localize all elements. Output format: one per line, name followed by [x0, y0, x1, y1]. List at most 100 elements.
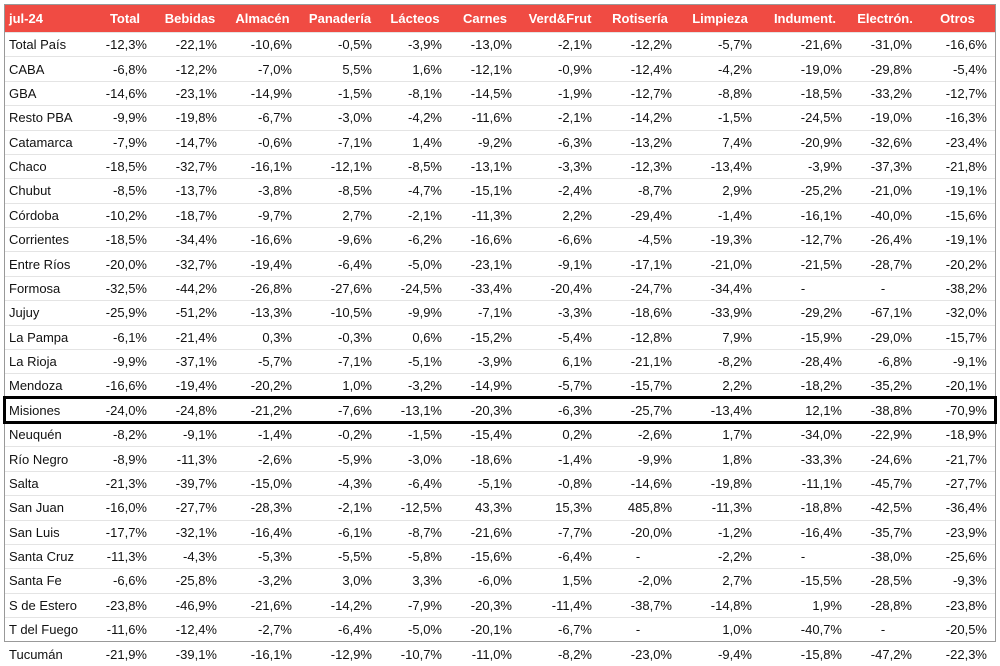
cell: -28,5%: [850, 568, 920, 594]
cell: -5,0%: [380, 616, 450, 642]
cell: -21,2%: [225, 397, 300, 423]
cell: -12,9%: [300, 641, 380, 666]
cell: -38,8%: [850, 397, 920, 423]
column-header: Carnes: [450, 5, 520, 33]
table-row: Jujuy -25,9% -51,2% -13,3% -10,5% -9,9% -7,1% -…: [5, 300, 995, 325]
row-label: Catamarca: [5, 129, 95, 155]
cell: -21,0%: [850, 178, 920, 204]
cell: -8,7%: [380, 519, 450, 545]
cell: -5,8%: [380, 543, 450, 569]
cell: -37,3%: [850, 153, 920, 179]
cell: -: [760, 543, 850, 569]
cell: -13,4%: [680, 397, 760, 423]
cell: -5,7%: [520, 373, 600, 399]
cell: -67,1%: [850, 300, 920, 325]
cell: 1,5%: [520, 568, 600, 594]
cell: -8,5%: [95, 178, 155, 204]
cell: -5,4%: [920, 56, 995, 82]
cell: 7,9%: [680, 324, 760, 350]
cell: -7,9%: [95, 129, 155, 155]
cell: -5,0%: [380, 251, 450, 277]
column-header: Almacén: [225, 5, 300, 33]
cell: -33,9%: [680, 300, 760, 325]
cell: -12,7%: [920, 80, 995, 106]
cell: -5,3%: [225, 543, 300, 569]
cell: -: [760, 275, 850, 301]
cell: -9,1%: [920, 348, 995, 374]
column-header: Lácteos: [380, 5, 450, 33]
cell: -15,2%: [450, 324, 520, 350]
table-container: jul-24 Total Bebidas Almacén Panadería Lácteo…: [5, 5, 995, 666]
row-label: Mendoza: [5, 373, 95, 399]
column-header: Electrón.: [850, 5, 920, 33]
row-label: La Pampa: [5, 324, 95, 350]
cell: -6,7%: [520, 616, 600, 642]
cell: -5,4%: [520, 324, 600, 350]
row-label: Chaco: [5, 153, 95, 179]
cell: -0,9%: [520, 56, 600, 82]
cell: -0,3%: [300, 324, 380, 350]
cell: -21,9%: [95, 641, 155, 666]
cell: -1,5%: [300, 80, 380, 106]
cell: -34,0%: [760, 421, 850, 447]
cell: -26,4%: [850, 226, 920, 252]
cell: 1,9%: [760, 592, 850, 618]
row-label: San Juan: [5, 495, 95, 520]
cell: 6,1%: [520, 348, 600, 374]
cell: -7,9%: [380, 592, 450, 618]
row-label: Salta: [5, 470, 95, 496]
table-row: Resto PBA -9,9% -19,8% -6,7% -3,0% -4,2% -11,6…: [5, 105, 995, 130]
cell: -9,1%: [520, 251, 600, 277]
cell: -20,0%: [600, 519, 680, 545]
cell: -20,1%: [450, 616, 520, 642]
cell: -13,0%: [450, 31, 520, 57]
cell: -24,5%: [760, 105, 850, 130]
cell: -16,0%: [95, 495, 155, 520]
table-row: S de Estero -23,8% -46,9% -21,6% -14,2% -7,9%…: [5, 592, 995, 618]
table-row: Catamarca -7,9% -14,7% -0,6% -7,1% 1,4% -9,2% -…: [5, 129, 995, 155]
cell: -6,1%: [95, 324, 155, 350]
cell: -9,9%: [95, 105, 155, 130]
cell: -18,7%: [155, 202, 225, 228]
cell: -11,1%: [760, 470, 850, 496]
cell: 15,3%: [520, 495, 600, 520]
cell: -29,4%: [600, 202, 680, 228]
cell: -40,7%: [760, 616, 850, 642]
cell: -11,6%: [95, 616, 155, 642]
cell: -12,8%: [600, 324, 680, 350]
table-row: Chubut -8,5% -13,7% -3,8% -8,5% -4,7% -15,1% -2…: [5, 178, 995, 204]
row-label: Resto PBA: [5, 105, 95, 130]
row-label: S de Estero: [5, 592, 95, 618]
cell: -2,0%: [600, 568, 680, 594]
cell: -2,7%: [225, 616, 300, 642]
cell: -20,4%: [520, 275, 600, 301]
cell: -16,4%: [225, 519, 300, 545]
row-label: Córdoba: [5, 202, 95, 228]
cell: 5,5%: [300, 56, 380, 82]
cell: -7,7%: [520, 519, 600, 545]
cell: -3,3%: [520, 300, 600, 325]
cell: -11,4%: [520, 592, 600, 618]
table-row: Tucumán -21,9% -39,1% -16,1% -12,9% -10,7% -11…: [5, 641, 995, 666]
table-row: Misiones -24,0% -24,8% -21,2% -7,6% -13,1% -20…: [5, 397, 995, 423]
cell: -70,9%: [920, 397, 995, 423]
table-row: Total País -12,3% -22,1% -10,6% -0,5% -3,9% -1…: [5, 31, 995, 57]
cell: 12,1%: [760, 397, 850, 423]
cell: -6,4%: [300, 616, 380, 642]
cell: -24,7%: [600, 275, 680, 301]
cell: 3,0%: [300, 568, 380, 594]
cell: -16,3%: [920, 105, 995, 130]
cell: -5,1%: [380, 348, 450, 374]
cell: 1,8%: [680, 446, 760, 472]
row-label: Chubut: [5, 178, 95, 204]
cell: -: [600, 616, 680, 642]
cell: 1,0%: [680, 616, 760, 642]
cell: -19,0%: [760, 56, 850, 82]
cell: -16,1%: [225, 153, 300, 179]
row-label: Tucumán: [5, 641, 95, 666]
cell: -6,8%: [850, 348, 920, 374]
row-label: Río Negro: [5, 446, 95, 472]
cell: -15,7%: [600, 373, 680, 399]
table-row: T del Fuego -11,6% -12,4% -2,7% -6,4% -5,0% -2…: [5, 616, 995, 642]
cell: -10,7%: [380, 641, 450, 666]
